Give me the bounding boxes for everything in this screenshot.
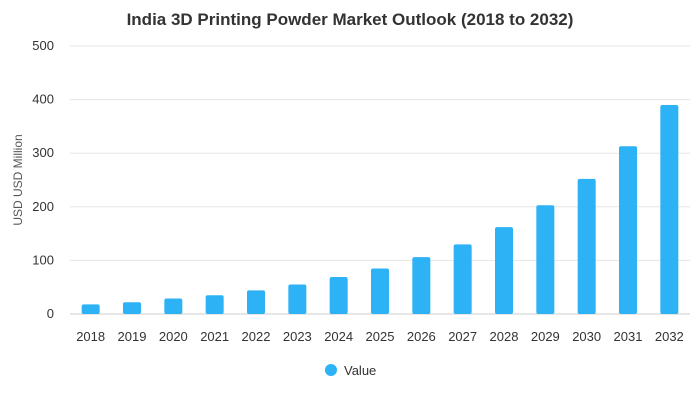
x-tick-label: 2021 <box>200 329 229 344</box>
y-tick-label: 300 <box>32 145 54 160</box>
y-tick-label: 200 <box>32 199 54 214</box>
chart-title: India 3D Printing Powder Market Outlook … <box>127 10 574 29</box>
bar-2030[interactable] <box>577 178 596 314</box>
x-tick-label: 2019 <box>118 329 147 344</box>
legend[interactable]: Value <box>325 363 376 378</box>
x-axis-ticks: 2018 2019 2020 2021 2022 2023 2024 2025 2026 2027… <box>76 329 684 344</box>
y-tick-label: 500 <box>32 38 54 53</box>
x-tick-label: 2029 <box>531 329 560 344</box>
x-tick-label: 2026 <box>407 329 436 344</box>
bar-2027[interactable] <box>453 244 472 314</box>
bar-2018[interactable] <box>81 304 100 314</box>
y-axis-label: USD USD Million <box>11 134 25 225</box>
bars-layer <box>81 104 679 315</box>
bar-2024[interactable] <box>329 277 348 314</box>
x-tick-label: 2031 <box>614 329 643 344</box>
bar-2022[interactable] <box>247 290 265 314</box>
x-tick-label: 2020 <box>159 329 188 344</box>
bar-2021[interactable] <box>205 295 224 314</box>
x-tick-label: 2030 <box>572 329 601 344</box>
bar-2026[interactable] <box>412 257 431 314</box>
y-tick-label: 100 <box>32 252 54 267</box>
bar-2019[interactable] <box>123 302 141 314</box>
bar-2032[interactable] <box>660 104 679 315</box>
y-axis-ticks: 0 100 200 300 400 500 <box>32 38 54 321</box>
x-tick-label: 2018 <box>76 329 105 344</box>
x-tick-label: 2032 <box>655 329 684 344</box>
bar-2028[interactable] <box>495 227 513 314</box>
bar-2031[interactable] <box>619 146 637 314</box>
x-tick-label: 2022 <box>242 329 271 344</box>
x-tick-label: 2023 <box>283 329 312 344</box>
y-tick-label: 0 <box>47 306 54 321</box>
x-tick-label: 2024 <box>324 329 353 344</box>
legend-marker-value <box>325 364 337 376</box>
bar-2020[interactable] <box>164 298 183 314</box>
legend-label-value: Value <box>344 363 376 378</box>
bar-2025[interactable] <box>371 268 389 314</box>
x-tick-label: 2027 <box>448 329 477 344</box>
x-tick-label: 2028 <box>490 329 519 344</box>
bar-2029[interactable] <box>536 205 555 314</box>
y-tick-label: 400 <box>32 92 54 107</box>
bar-2023[interactable] <box>288 284 307 314</box>
x-tick-label: 2025 <box>366 329 395 344</box>
